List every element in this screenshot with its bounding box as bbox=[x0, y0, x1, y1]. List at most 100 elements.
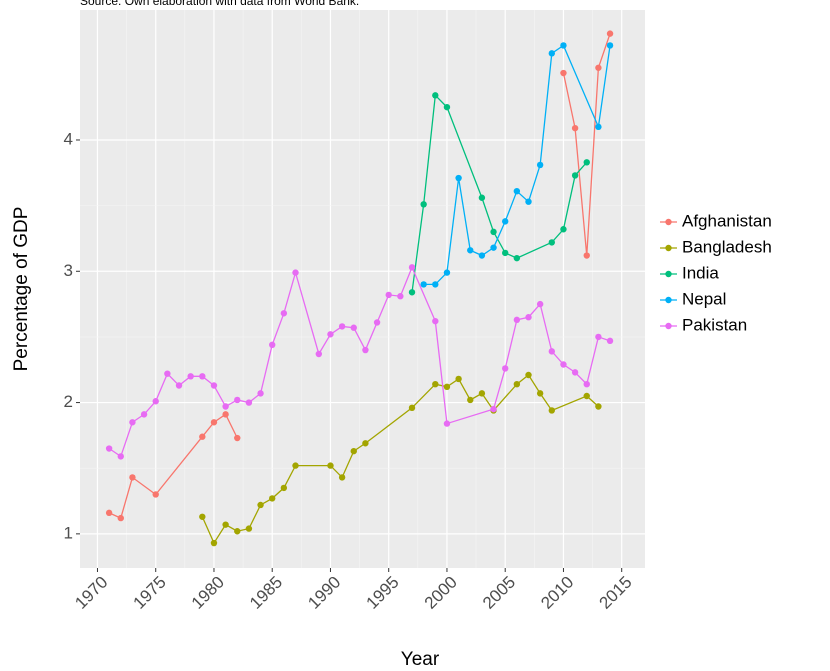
data-point bbox=[257, 501, 264, 509]
data-point bbox=[292, 462, 299, 469]
data-point bbox=[420, 201, 427, 208]
data-point bbox=[595, 333, 602, 341]
data-point bbox=[560, 361, 567, 368]
data-point bbox=[327, 331, 334, 338]
data-point bbox=[222, 521, 229, 528]
data-point bbox=[373, 319, 381, 326]
data-point bbox=[536, 300, 544, 308]
data-point bbox=[595, 64, 602, 71]
data-point bbox=[571, 172, 579, 179]
data-point bbox=[280, 310, 288, 317]
data-point bbox=[536, 161, 544, 169]
data-point bbox=[490, 244, 497, 251]
data-point bbox=[269, 495, 276, 502]
data-point bbox=[548, 239, 556, 246]
x-tick-label: 1990 bbox=[304, 573, 344, 613]
data-point bbox=[560, 226, 567, 233]
data-point bbox=[595, 123, 602, 131]
data-point bbox=[513, 316, 521, 324]
data-point bbox=[420, 281, 427, 288]
data-point bbox=[502, 249, 509, 257]
data-point bbox=[583, 159, 590, 166]
data-point bbox=[432, 281, 439, 288]
legend-label: Nepal bbox=[682, 289, 726, 308]
data-point bbox=[443, 269, 451, 276]
x-tick-label: 2000 bbox=[421, 573, 461, 613]
data-point bbox=[583, 392, 590, 400]
data-point bbox=[338, 323, 346, 330]
data-point bbox=[595, 403, 602, 410]
data-point bbox=[234, 396, 241, 404]
data-point bbox=[478, 252, 486, 259]
data-point bbox=[478, 390, 486, 397]
chart-subtitle: Source: Own elaboration with data from W… bbox=[80, 0, 359, 8]
data-point bbox=[548, 348, 556, 355]
data-point bbox=[117, 514, 124, 522]
data-point bbox=[513, 254, 521, 262]
legend-label: Bangladesh bbox=[682, 237, 772, 256]
data-point bbox=[245, 399, 253, 406]
legend-key-point bbox=[665, 322, 672, 330]
x-tick-label: 1985 bbox=[246, 573, 286, 613]
data-point bbox=[408, 264, 416, 271]
data-point bbox=[478, 194, 486, 201]
data-point bbox=[362, 346, 369, 354]
data-point bbox=[397, 293, 404, 300]
data-point bbox=[583, 252, 590, 259]
data-point bbox=[222, 411, 229, 418]
y-axis-label: Percentage of GDP bbox=[11, 207, 32, 372]
data-point bbox=[210, 419, 218, 426]
data-point bbox=[338, 474, 346, 481]
data-point bbox=[175, 382, 183, 389]
data-point bbox=[525, 198, 532, 205]
data-point bbox=[443, 420, 451, 427]
legend-key-point bbox=[665, 296, 672, 304]
legend-label: India bbox=[682, 263, 719, 282]
data-point bbox=[269, 341, 276, 348]
data-point bbox=[455, 375, 462, 383]
data-point bbox=[606, 30, 614, 37]
legend-key-point bbox=[665, 270, 672, 278]
data-point bbox=[525, 314, 532, 321]
legend-key-point bbox=[665, 218, 672, 226]
data-point bbox=[280, 484, 288, 492]
data-point bbox=[432, 317, 439, 325]
data-point bbox=[292, 269, 299, 276]
data-point bbox=[525, 371, 532, 379]
data-point bbox=[513, 187, 521, 195]
data-point bbox=[199, 433, 206, 440]
data-point bbox=[467, 247, 474, 254]
data-point bbox=[571, 124, 579, 132]
data-point bbox=[583, 380, 590, 388]
data-point bbox=[152, 398, 159, 405]
data-point bbox=[455, 174, 462, 182]
data-point bbox=[502, 218, 509, 225]
series-line bbox=[411, 93, 588, 293]
y-tick-label: 1 bbox=[64, 523, 73, 542]
data-point bbox=[548, 50, 556, 57]
data-point bbox=[245, 525, 253, 532]
data-point bbox=[257, 390, 264, 397]
data-point bbox=[560, 42, 567, 49]
data-point bbox=[210, 539, 218, 547]
data-point bbox=[222, 403, 229, 410]
x-tick-label: 1975 bbox=[130, 573, 170, 613]
y-tick-label: 2 bbox=[64, 392, 73, 411]
data-point bbox=[443, 103, 451, 111]
data-point bbox=[350, 324, 357, 331]
data-point bbox=[327, 462, 334, 469]
data-point bbox=[513, 380, 521, 388]
data-point bbox=[443, 383, 451, 391]
data-point bbox=[548, 407, 556, 414]
data-point bbox=[117, 453, 124, 460]
x-tick-label: 1970 bbox=[71, 573, 111, 613]
data-point bbox=[187, 373, 194, 380]
data-point bbox=[199, 513, 206, 520]
data-point bbox=[502, 365, 509, 372]
data-point bbox=[105, 445, 113, 452]
data-point bbox=[234, 528, 241, 535]
data-point bbox=[536, 390, 544, 397]
data-point bbox=[490, 228, 497, 236]
